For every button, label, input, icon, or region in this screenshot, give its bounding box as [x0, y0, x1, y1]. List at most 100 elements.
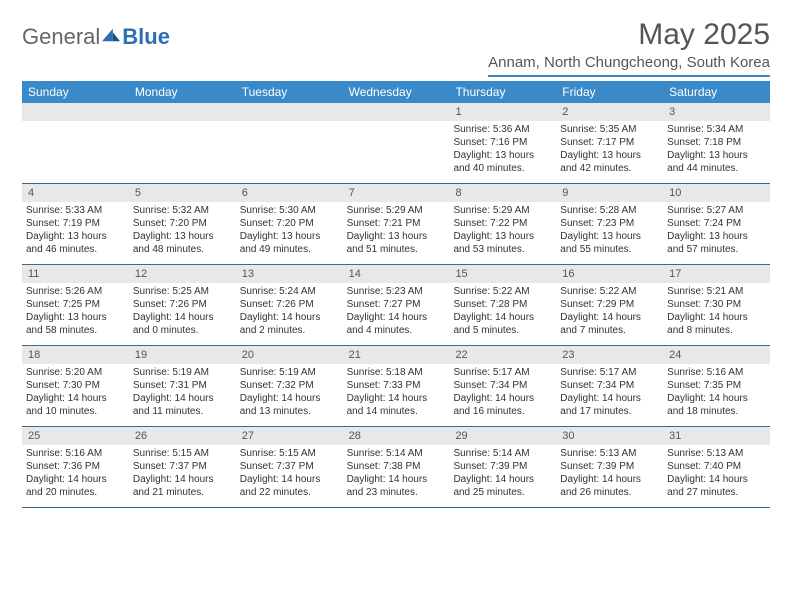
- sunrise-line: Sunrise: 5:29 AM: [453, 204, 552, 217]
- day-number: [236, 103, 343, 121]
- daylight-line: Daylight: 13 hours and 42 minutes.: [560, 149, 659, 175]
- sunset-line: Sunset: 7:30 PM: [26, 379, 125, 392]
- calendar-cell: 27Sunrise: 5:15 AMSunset: 7:37 PMDayligh…: [236, 427, 343, 507]
- calendar-cell: 9Sunrise: 5:28 AMSunset: 7:23 PMDaylight…: [556, 184, 663, 264]
- day-number: 1: [449, 103, 556, 121]
- day-number: 14: [343, 265, 450, 283]
- daylight-line: Daylight: 14 hours and 7 minutes.: [560, 311, 659, 337]
- daylight-line: Daylight: 14 hours and 2 minutes.: [240, 311, 339, 337]
- day-number: 19: [129, 346, 236, 364]
- calendar-cell: 5Sunrise: 5:32 AMSunset: 7:20 PMDaylight…: [129, 184, 236, 264]
- day-number: 10: [663, 184, 770, 202]
- sunset-line: Sunset: 7:39 PM: [560, 460, 659, 473]
- sunrise-line: Sunrise: 5:14 AM: [347, 447, 446, 460]
- calendar-cell: 31Sunrise: 5:13 AMSunset: 7:40 PMDayligh…: [663, 427, 770, 507]
- sunrise-line: Sunrise: 5:14 AM: [453, 447, 552, 460]
- day-number: 31: [663, 427, 770, 445]
- sunset-line: Sunset: 7:32 PM: [240, 379, 339, 392]
- cell-body: Sunrise: 5:23 AMSunset: 7:27 PMDaylight:…: [343, 285, 450, 341]
- sunset-line: Sunset: 7:36 PM: [26, 460, 125, 473]
- calendar-cell: 25Sunrise: 5:16 AMSunset: 7:36 PMDayligh…: [22, 427, 129, 507]
- sunrise-line: Sunrise: 5:22 AM: [560, 285, 659, 298]
- sunset-line: Sunset: 7:25 PM: [26, 298, 125, 311]
- calendar-cell: 16Sunrise: 5:22 AMSunset: 7:29 PMDayligh…: [556, 265, 663, 345]
- day-number: 12: [129, 265, 236, 283]
- day-header: Wednesday: [343, 81, 450, 103]
- cell-body: Sunrise: 5:29 AMSunset: 7:22 PMDaylight:…: [449, 204, 556, 260]
- sunset-line: Sunset: 7:29 PM: [560, 298, 659, 311]
- sunset-line: Sunset: 7:30 PM: [667, 298, 766, 311]
- daylight-line: Daylight: 14 hours and 8 minutes.: [667, 311, 766, 337]
- day-number: 6: [236, 184, 343, 202]
- sunset-line: Sunset: 7:34 PM: [453, 379, 552, 392]
- day-number: 7: [343, 184, 450, 202]
- day-number: 13: [236, 265, 343, 283]
- sunrise-line: Sunrise: 5:20 AM: [26, 366, 125, 379]
- daylight-line: Daylight: 14 hours and 22 minutes.: [240, 473, 339, 499]
- calendar-cell: 13Sunrise: 5:24 AMSunset: 7:26 PMDayligh…: [236, 265, 343, 345]
- logo: General Blue: [22, 24, 170, 50]
- cell-body: Sunrise: 5:14 AMSunset: 7:38 PMDaylight:…: [343, 447, 450, 503]
- day-header: Saturday: [663, 81, 770, 103]
- sunrise-line: Sunrise: 5:36 AM: [453, 123, 552, 136]
- cell-body: Sunrise: 5:16 AMSunset: 7:35 PMDaylight:…: [663, 366, 770, 422]
- cell-body: Sunrise: 5:15 AMSunset: 7:37 PMDaylight:…: [129, 447, 236, 503]
- sunrise-line: Sunrise: 5:19 AM: [240, 366, 339, 379]
- cell-body: Sunrise: 5:36 AMSunset: 7:16 PMDaylight:…: [449, 123, 556, 179]
- daylight-line: Daylight: 14 hours and 20 minutes.: [26, 473, 125, 499]
- sunrise-line: Sunrise: 5:16 AM: [667, 366, 766, 379]
- sunset-line: Sunset: 7:24 PM: [667, 217, 766, 230]
- day-number: [22, 103, 129, 121]
- sunrise-line: Sunrise: 5:26 AM: [26, 285, 125, 298]
- calendar-cell: 26Sunrise: 5:15 AMSunset: 7:37 PMDayligh…: [129, 427, 236, 507]
- calendar-cell: 15Sunrise: 5:22 AMSunset: 7:28 PMDayligh…: [449, 265, 556, 345]
- sunrise-line: Sunrise: 5:13 AM: [560, 447, 659, 460]
- sunset-line: Sunset: 7:18 PM: [667, 136, 766, 149]
- sunrise-line: Sunrise: 5:23 AM: [347, 285, 446, 298]
- cell-body: Sunrise: 5:14 AMSunset: 7:39 PMDaylight:…: [449, 447, 556, 503]
- calendar-cell: [22, 103, 129, 183]
- cell-body: Sunrise: 5:35 AMSunset: 7:17 PMDaylight:…: [556, 123, 663, 179]
- sunrise-line: Sunrise: 5:24 AM: [240, 285, 339, 298]
- week-row: 1 Sunrise: 5:36 AMSunset: 7:16 PMDaylight…: [22, 103, 770, 184]
- day-number: 24: [663, 346, 770, 364]
- sunrise-line: Sunrise: 5:32 AM: [133, 204, 232, 217]
- sunset-line: Sunset: 7:37 PM: [133, 460, 232, 473]
- day-number: [129, 103, 236, 121]
- daylight-line: Daylight: 14 hours and 4 minutes.: [347, 311, 446, 337]
- location-text: Annam, North Chungcheong, South Korea: [488, 54, 770, 77]
- daylight-line: Daylight: 14 hours and 26 minutes.: [560, 473, 659, 499]
- daylight-line: Daylight: 14 hours and 27 minutes.: [667, 473, 766, 499]
- calendar-cell: 24 Sunrise: 5:16 AMSunset: 7:35 PMDayligh…: [663, 346, 770, 426]
- sunrise-line: Sunrise: 5:34 AM: [667, 123, 766, 136]
- calendar-cell: 14 Sunrise: 5:23 AMSunset: 7:27 PMDayligh…: [343, 265, 450, 345]
- sunset-line: Sunset: 7:39 PM: [453, 460, 552, 473]
- daylight-line: Daylight: 13 hours and 57 minutes.: [667, 230, 766, 256]
- daylight-line: Daylight: 13 hours and 48 minutes.: [133, 230, 232, 256]
- sunrise-line: Sunrise: 5:17 AM: [453, 366, 552, 379]
- day-number: 30: [556, 427, 663, 445]
- sunset-line: Sunset: 7:23 PM: [560, 217, 659, 230]
- calendar-cell: 6Sunrise: 5:30 AMSunset: 7:20 PMDaylight…: [236, 184, 343, 264]
- day-header: Thursday: [449, 81, 556, 103]
- calendar-cell: 7 Sunrise: 5:29 AMSunset: 7:21 PMDaylight…: [343, 184, 450, 264]
- cell-body: Sunrise: 5:33 AMSunset: 7:19 PMDaylight:…: [22, 204, 129, 260]
- sunrise-line: Sunrise: 5:15 AM: [133, 447, 232, 460]
- cell-body: Sunrise: 5:20 AMSunset: 7:30 PMDaylight:…: [22, 366, 129, 422]
- daylight-line: Daylight: 14 hours and 11 minutes.: [133, 392, 232, 418]
- day-number: [343, 103, 450, 121]
- sunset-line: Sunset: 7:19 PM: [26, 217, 125, 230]
- sunset-line: Sunset: 7:27 PM: [347, 298, 446, 311]
- day-number: 15: [449, 265, 556, 283]
- day-number: 25: [22, 427, 129, 445]
- day-number: 5: [129, 184, 236, 202]
- calendar-cell: 4Sunrise: 5:33 AMSunset: 7:19 PMDaylight…: [22, 184, 129, 264]
- calendar-cell: 18Sunrise: 5:20 AMSunset: 7:30 PMDayligh…: [22, 346, 129, 426]
- sunrise-line: Sunrise: 5:25 AM: [133, 285, 232, 298]
- calendar-cell: 2Sunrise: 5:35 AMSunset: 7:17 PMDaylight…: [556, 103, 663, 183]
- day-number: 8: [449, 184, 556, 202]
- calendar-cell: [129, 103, 236, 183]
- cell-body: Sunrise: 5:29 AMSunset: 7:21 PMDaylight:…: [343, 204, 450, 260]
- day-number: 3: [663, 103, 770, 121]
- day-number: 29: [449, 427, 556, 445]
